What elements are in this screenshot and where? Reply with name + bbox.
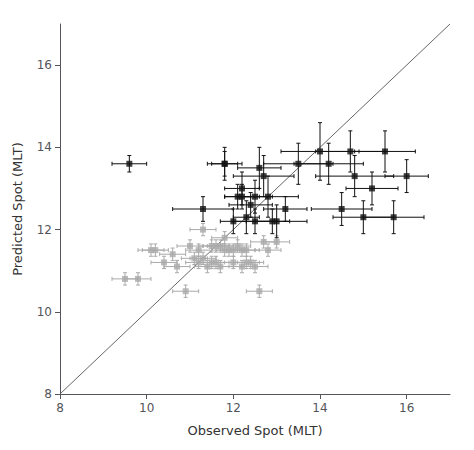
- svg-text:14: 14: [37, 140, 52, 154]
- svg-text:12: 12: [226, 401, 241, 415]
- svg-text:16: 16: [37, 58, 52, 72]
- svg-text:Observed Spot (MLT): Observed Spot (MLT): [187, 423, 322, 438]
- svg-text:12: 12: [37, 223, 52, 237]
- svg-text:14: 14: [312, 401, 327, 415]
- svg-text:8: 8: [44, 387, 52, 401]
- svg-text:10: 10: [37, 305, 52, 319]
- svg-text:Predicted Spot (MLT): Predicted Spot (MLT): [10, 142, 25, 276]
- svg-text:16: 16: [399, 401, 414, 415]
- svg-text:10: 10: [139, 401, 154, 415]
- svg-text:8: 8: [56, 401, 64, 415]
